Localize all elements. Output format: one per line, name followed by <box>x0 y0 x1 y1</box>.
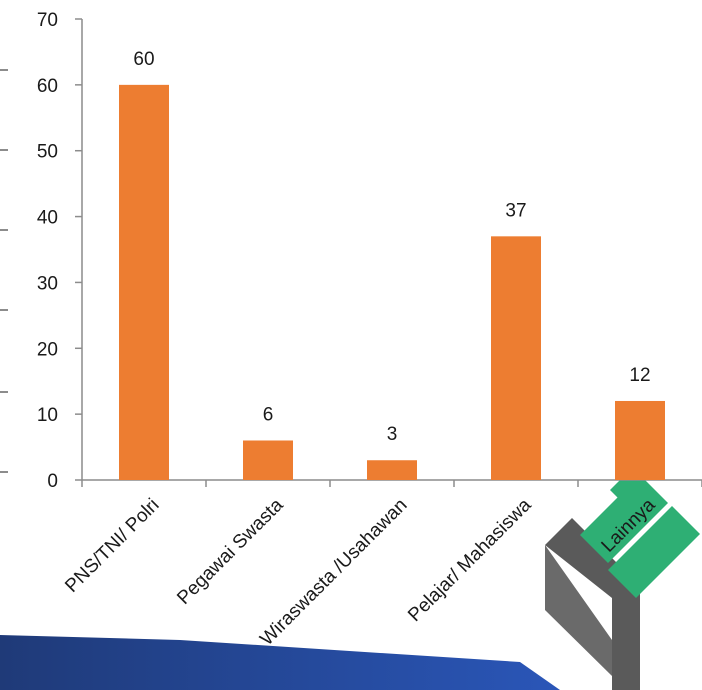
y-tick-label: 20 <box>37 339 58 360</box>
y-tick-label: 0 <box>47 471 58 492</box>
category-label: Pegawai Swasta <box>173 494 287 608</box>
data-label: 37 <box>505 200 526 221</box>
data-label: 3 <box>387 424 398 445</box>
bar <box>243 440 293 480</box>
y-tick-label: 40 <box>37 208 58 229</box>
bar <box>615 400 665 480</box>
data-label: 6 <box>263 404 274 425</box>
left-edge-decoration <box>0 69 8 473</box>
data-label: 12 <box>629 365 650 386</box>
y-tick-label: 10 <box>37 405 58 426</box>
category-label: Pelajar/ Mahasiswa <box>404 494 536 626</box>
category-label: Wiraswasta /Usahawan <box>256 495 411 650</box>
y-tick-label: 30 <box>37 273 58 294</box>
bar <box>119 84 169 480</box>
category-label: PNS/TNI/ Polri <box>61 495 163 597</box>
y-tick-label: 60 <box>37 76 58 97</box>
bar <box>491 236 541 480</box>
y-tick-label: 50 <box>37 142 58 163</box>
decorative-banner <box>0 635 560 690</box>
leaf-logo-icon <box>545 468 700 690</box>
bar <box>367 460 417 480</box>
data-label: 60 <box>133 49 154 70</box>
y-tick-label: 70 <box>37 10 58 31</box>
